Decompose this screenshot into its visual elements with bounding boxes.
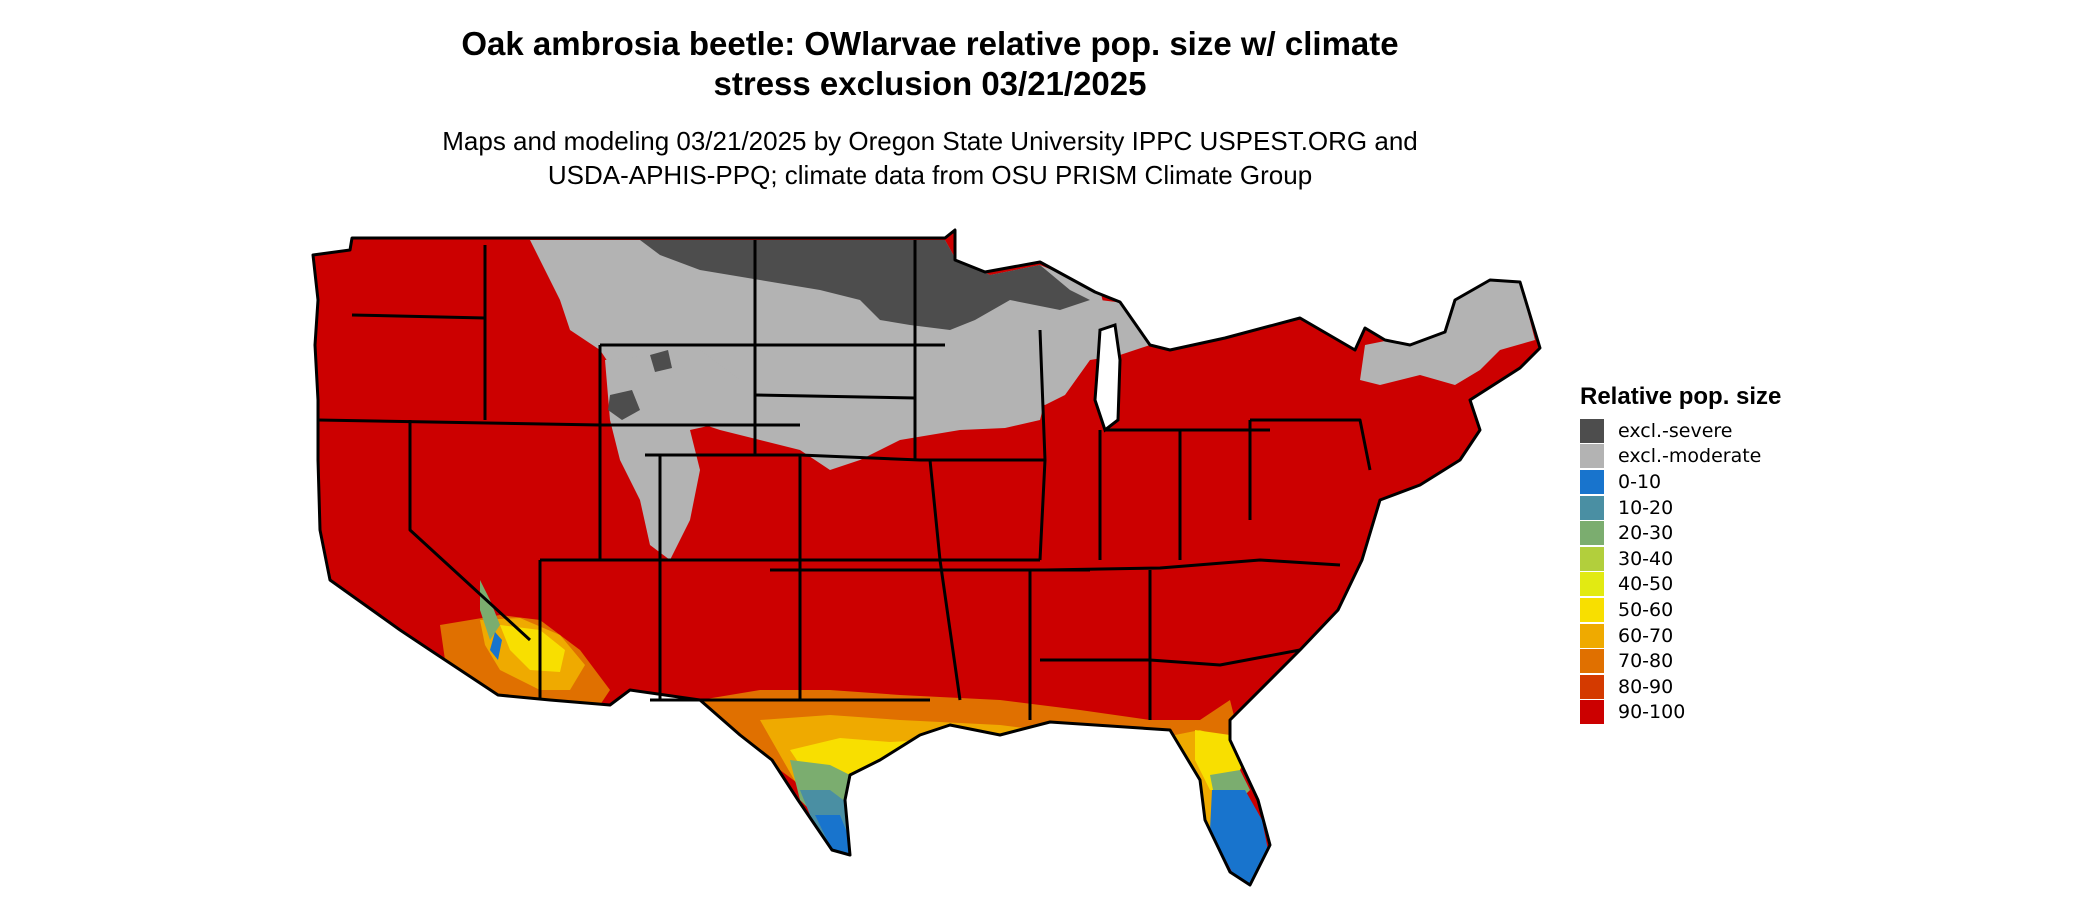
zone-0-10-florida bbox=[1210, 790, 1268, 885]
zone-0-10-texas bbox=[815, 815, 852, 860]
zone-excl-moderate-new-england bbox=[1360, 280, 1535, 385]
legend-swatch bbox=[1580, 597, 1604, 622]
zone-excl-severe-wyoming-2 bbox=[650, 350, 672, 372]
map-title-line-2: stress exclusion 03/21/2025 bbox=[713, 65, 1147, 102]
map-title: Oak ambrosia beetle: OWlarvae relative p… bbox=[390, 24, 1470, 104]
border-line-22 bbox=[1038, 329, 1047, 561]
state-borders bbox=[311, 228, 1542, 887]
legend-swatch bbox=[1580, 444, 1604, 469]
border-line-21 bbox=[928, 459, 962, 701]
legend-label: 0-10 bbox=[1618, 470, 1662, 493]
legend-swatch bbox=[1580, 572, 1604, 597]
zone-20-30-southwest bbox=[480, 580, 500, 640]
legend-item: excl.-severe bbox=[1580, 418, 1900, 444]
legend-item: excl.-moderate bbox=[1580, 444, 1900, 470]
lake-michigan bbox=[1093, 323, 1122, 433]
legend-swatch bbox=[1580, 649, 1604, 674]
border-line-1 bbox=[351, 313, 486, 320]
legend-item: 60-70 bbox=[1580, 623, 1900, 649]
border-line-10 bbox=[1044, 558, 1341, 572]
legend-swatch bbox=[1580, 674, 1604, 699]
legend-swatch bbox=[1580, 418, 1604, 443]
legend-items: excl.-severe excl.-moderate 0-10 10-20 20-30… bbox=[1580, 418, 1900, 725]
legend-label: 90-100 bbox=[1618, 701, 1686, 724]
legend-label: 40-50 bbox=[1618, 573, 1674, 596]
legend-label: 60-70 bbox=[1618, 624, 1674, 647]
border-line-5 bbox=[645, 453, 1045, 462]
border-line-4 bbox=[754, 393, 916, 400]
legend-item: 90-100 bbox=[1580, 700, 1900, 726]
border-line-14 bbox=[408, 420, 532, 642]
border-line-9 bbox=[1040, 648, 1301, 667]
map-title-line-1: Oak ambrosia beetle: OWlarvae relative p… bbox=[461, 25, 1399, 62]
legend-label: 30-40 bbox=[1618, 547, 1674, 570]
legend-label: 20-30 bbox=[1618, 522, 1674, 545]
legend-item: 40-50 bbox=[1580, 572, 1900, 598]
zone-40-50-louisiana bbox=[1005, 730, 1065, 770]
legend-swatch bbox=[1580, 469, 1604, 494]
zone-excl-severe-north bbox=[640, 240, 1090, 330]
zone-excl-severe-wyoming-1 bbox=[608, 390, 640, 420]
zone-50-60-southwest bbox=[500, 625, 565, 672]
map-subtitle-line-2: USDA-APHIS-PPQ; climate data from OSU PR… bbox=[547, 160, 1313, 190]
legend-item: 80-90 bbox=[1580, 674, 1900, 700]
map-subtitle-line-1: Maps and modeling 03/21/2025 by Oregon S… bbox=[442, 126, 1418, 156]
legend-label: 50-60 bbox=[1618, 598, 1674, 621]
zone-0-10-southwest bbox=[490, 632, 502, 660]
legend-title: Relative pop. size bbox=[1580, 383, 1782, 410]
legend-swatch bbox=[1580, 700, 1604, 725]
legend-label: 80-90 bbox=[1618, 675, 1674, 698]
legend-label: excl.-severe bbox=[1618, 419, 1733, 442]
legend-label: excl.-moderate bbox=[1618, 445, 1762, 468]
legend-item: 30-40 bbox=[1580, 546, 1900, 572]
us-map bbox=[311, 228, 1542, 887]
legend-item: 10-20 bbox=[1580, 495, 1900, 521]
map-subtitle: Maps and modeling 03/21/2025 by Oregon S… bbox=[390, 124, 1470, 192]
legend-item: 70-80 bbox=[1580, 648, 1900, 674]
legend-label: 10-20 bbox=[1618, 496, 1674, 519]
legend-swatch bbox=[1580, 521, 1604, 546]
legend-swatch bbox=[1580, 546, 1604, 571]
legend-item: 50-60 bbox=[1580, 597, 1900, 623]
map-legend: Relative pop. size excl.-severe excl.-mod… bbox=[1580, 382, 1900, 725]
border-line-12 bbox=[1250, 418, 1372, 471]
legend-swatch bbox=[1580, 495, 1604, 520]
legend-label: 70-80 bbox=[1618, 650, 1674, 673]
legend-item: 0-10 bbox=[1580, 469, 1900, 495]
legend-swatch bbox=[1580, 623, 1604, 648]
legend-item: 20-30 bbox=[1580, 520, 1900, 546]
